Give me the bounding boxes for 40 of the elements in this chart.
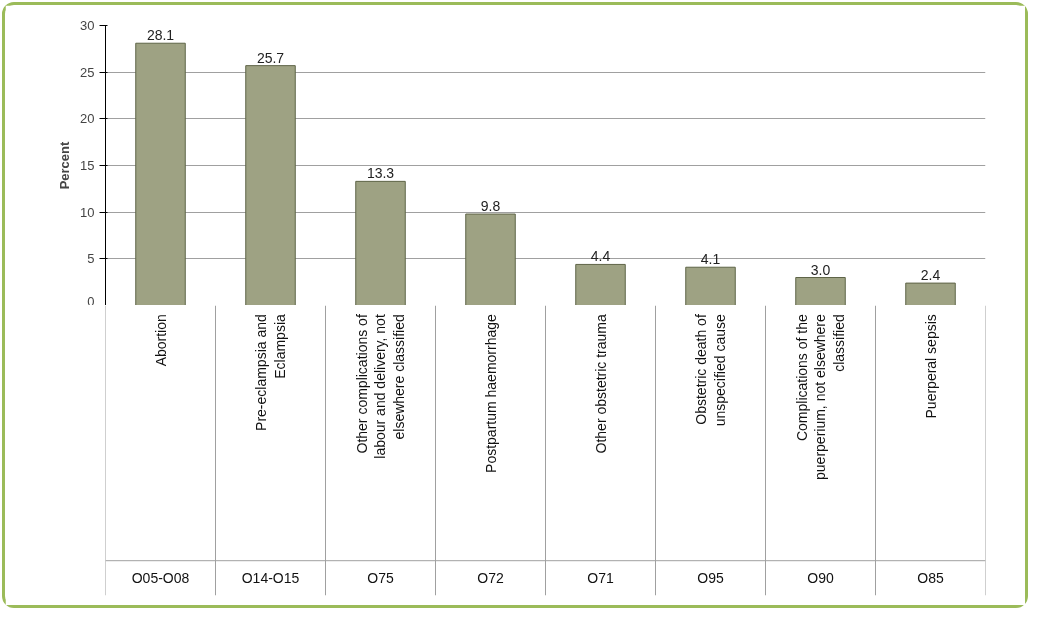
x-tick-label: Complications of the puerperium, not elsewhere classified (794, 313, 847, 480)
y-axis-title: Percent (57, 140, 73, 190)
text: O72 (477, 570, 504, 587)
y-tick-label: 20 (80, 111, 95, 127)
bar (465, 213, 516, 305)
text: O85 (917, 570, 944, 587)
text: O90 (807, 570, 834, 587)
data-label: 25.7 (256, 49, 285, 66)
x-tick-label: Puerperal sepsis (922, 314, 939, 419)
data-label: 9.8 (480, 198, 501, 215)
y-tick-label: 30 (80, 18, 95, 33)
data-label: 2.4 (920, 267, 941, 284)
bar (905, 282, 956, 305)
x-tick-label: Other complications of labour and delivery, not elsewhere classified (354, 314, 407, 459)
text: O14-O15 (241, 570, 300, 587)
bar (795, 277, 846, 305)
y-tick-label: 25 (80, 64, 95, 80)
y-tick-label: 0 (87, 293, 95, 309)
data-label: 28.1 (146, 27, 175, 44)
text: O75 (367, 570, 394, 587)
y-tick-label: 5 (87, 251, 95, 267)
data-label: 3.0 (810, 261, 831, 278)
x-tick-label: Abortion (152, 314, 169, 367)
x-tick-label: Other obstetric trauma (592, 313, 609, 454)
text: O05-O08 (131, 570, 190, 587)
data-label: 4.4 (590, 248, 611, 265)
x-tick-label: Pre-eclampsia and Eclampsia (253, 313, 288, 431)
x-tick-label: Postpartum haemorrhage (482, 313, 499, 473)
bar (575, 263, 626, 305)
bar (355, 180, 406, 305)
data-label: 13.3 (366, 165, 395, 182)
bar (685, 266, 736, 305)
text: O71 (587, 570, 614, 587)
bar (135, 42, 186, 305)
data-label: 4.1 (700, 251, 721, 268)
text: O95 (697, 570, 724, 587)
bar (245, 65, 296, 305)
x-tick-label: Obstetric death of unspecified cause (693, 313, 728, 427)
y-tick-label: 15 (80, 158, 95, 173)
y-tick-label: 10 (80, 204, 95, 220)
